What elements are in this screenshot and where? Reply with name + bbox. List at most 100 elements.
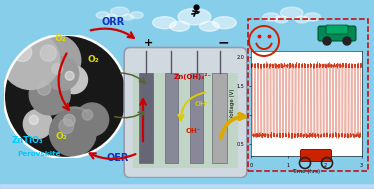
- FancyBboxPatch shape: [124, 47, 247, 178]
- X-axis label: Time (hrs): Time (hrs): [292, 169, 321, 174]
- Bar: [0, 186, 374, 188]
- Bar: [0, 187, 374, 189]
- Circle shape: [65, 71, 74, 80]
- Bar: [0, 185, 374, 187]
- Text: OH⁻: OH⁻: [185, 128, 201, 134]
- Bar: [0, 187, 374, 189]
- Circle shape: [64, 114, 75, 126]
- Bar: [0, 187, 374, 189]
- Bar: [0, 186, 374, 188]
- Y-axis label: Voltage (V): Voltage (V): [230, 88, 235, 119]
- Circle shape: [59, 119, 74, 134]
- Bar: [0, 187, 374, 188]
- Bar: [0, 185, 374, 187]
- Bar: [0, 187, 374, 189]
- Text: O₂: O₂: [88, 55, 100, 64]
- Bar: [0, 186, 374, 187]
- Bar: [133, 73, 238, 168]
- Text: O₂: O₂: [56, 132, 68, 141]
- Bar: [0, 186, 374, 188]
- Bar: [0, 186, 374, 188]
- Circle shape: [45, 57, 79, 90]
- Bar: [0, 186, 374, 187]
- Bar: [0, 186, 374, 187]
- Bar: [0, 186, 374, 188]
- Bar: [0, 186, 374, 188]
- Circle shape: [4, 35, 127, 158]
- Bar: [0, 187, 374, 189]
- Bar: [0, 187, 374, 189]
- Circle shape: [4, 35, 127, 158]
- Bar: [0, 187, 374, 189]
- Bar: [0, 187, 374, 189]
- Text: OH⁻: OH⁻: [194, 101, 210, 107]
- Circle shape: [1, 31, 59, 89]
- Circle shape: [23, 109, 52, 139]
- Bar: [0, 185, 374, 187]
- Circle shape: [170, 21, 189, 31]
- Bar: [0, 186, 374, 188]
- Circle shape: [106, 14, 117, 20]
- Circle shape: [263, 13, 279, 21]
- Text: OER: OER: [107, 153, 129, 163]
- Bar: [0, 185, 374, 187]
- Bar: [0, 187, 374, 189]
- Bar: [248, 19, 368, 171]
- Circle shape: [30, 35, 81, 86]
- Circle shape: [49, 109, 96, 156]
- Text: Zn(OH)₄²⁻: Zn(OH)₄²⁻: [174, 73, 212, 80]
- FancyBboxPatch shape: [300, 149, 331, 161]
- Bar: [0, 186, 374, 188]
- Circle shape: [130, 12, 143, 19]
- Circle shape: [52, 64, 62, 74]
- Circle shape: [29, 74, 70, 115]
- Bar: [0, 186, 374, 188]
- Bar: [0, 186, 374, 187]
- Circle shape: [275, 16, 288, 23]
- Bar: [0, 186, 374, 188]
- Bar: [0, 187, 374, 188]
- Bar: [0, 187, 374, 189]
- Bar: [0, 187, 374, 189]
- Bar: [0, 187, 374, 189]
- Bar: [190, 73, 203, 163]
- Bar: [0, 186, 374, 188]
- Bar: [0, 185, 374, 187]
- Bar: [0, 185, 374, 187]
- Circle shape: [56, 107, 93, 144]
- Bar: [0, 186, 374, 187]
- Bar: [0, 186, 374, 188]
- Bar: [0, 186, 374, 188]
- Bar: [0, 186, 374, 188]
- Circle shape: [200, 21, 219, 31]
- Bar: [0, 187, 374, 189]
- Bar: [0, 186, 374, 188]
- Bar: [0, 186, 374, 188]
- Bar: [0, 187, 374, 189]
- Bar: [0, 185, 374, 187]
- Bar: [0, 186, 374, 188]
- Bar: [0, 186, 374, 188]
- Bar: [0, 187, 374, 188]
- Bar: [0, 186, 374, 188]
- Bar: [0, 187, 374, 189]
- Bar: [0, 187, 374, 189]
- Bar: [0, 186, 374, 188]
- Bar: [0, 186, 374, 188]
- Circle shape: [280, 7, 303, 19]
- Bar: [0, 187, 374, 189]
- Bar: [0, 187, 374, 188]
- Bar: [0, 186, 374, 187]
- Bar: [0, 186, 374, 188]
- Bar: [0, 187, 374, 188]
- Circle shape: [304, 13, 321, 21]
- Circle shape: [82, 110, 93, 120]
- Bar: [0, 186, 374, 187]
- Bar: [0, 187, 374, 188]
- Bar: [0, 186, 374, 188]
- Circle shape: [13, 43, 32, 62]
- Bar: [0, 185, 374, 187]
- Bar: [0, 186, 374, 188]
- Bar: [0, 187, 374, 189]
- Circle shape: [96, 12, 110, 19]
